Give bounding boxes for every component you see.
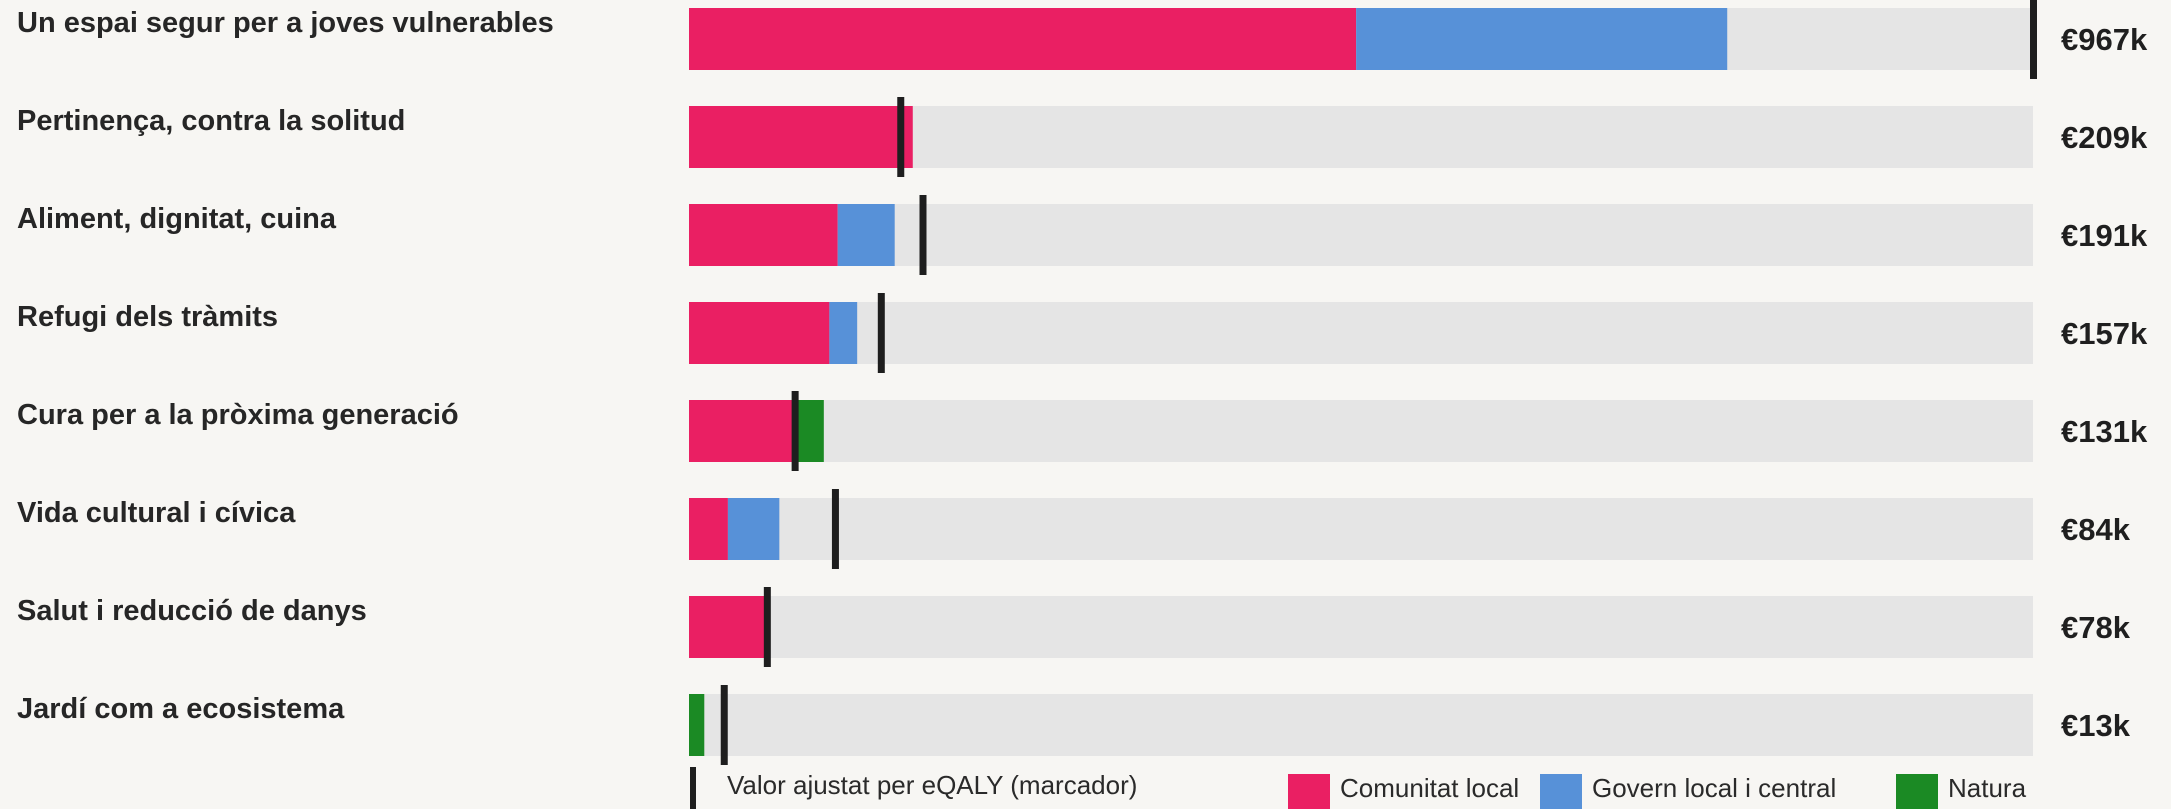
eqaly-marker	[763, 587, 771, 667]
bar-segment	[837, 204, 895, 266]
total-label: €157k	[2061, 316, 2148, 351]
eqaly-marker	[2030, 0, 2037, 79]
bar-row: Vida cultural i cívica €84k	[17, 489, 2131, 569]
category-label: Pertinença, contra la solitud	[17, 105, 405, 137]
bar-segment	[689, 8, 1357, 70]
legend-swatch	[1896, 774, 1938, 809]
eqaly-marker	[919, 195, 927, 275]
eqaly-marker	[791, 391, 799, 471]
category-label: Jardí com a ecosistema	[17, 693, 345, 725]
category-label: Aliment, dignitat, cuina	[17, 203, 337, 235]
bar-segment	[727, 498, 780, 560]
legend-item: Comunitat local	[1288, 773, 1519, 809]
bar-track	[689, 204, 2033, 266]
bar-track	[689, 596, 2033, 658]
bar-segment	[794, 400, 824, 462]
bar-row: Salut i reducció de danys €78k	[17, 587, 2131, 667]
bar-row: Aliment, dignitat, cuina €191k	[17, 195, 2148, 275]
chart-rows: Un espai segur per a joves vulnerables €9…	[17, 0, 2148, 765]
category-label: Cura per a la pròxima generació	[17, 399, 459, 431]
legend-label: Natura	[1948, 773, 2027, 803]
total-label: €84k	[2061, 512, 2131, 547]
category-label: Refugi dels tràmits	[17, 301, 278, 333]
total-label: €13k	[2061, 708, 2131, 743]
total-label: €191k	[2061, 218, 2148, 253]
bar-segment	[689, 106, 913, 168]
total-label: €967k	[2061, 22, 2148, 57]
bar-segment	[689, 498, 728, 560]
bar-track	[689, 498, 2033, 560]
bar-row: Un espai segur per a joves vulnerables €9…	[17, 0, 2148, 79]
legend-series: Comunitat local Govern local i central Nat…	[1288, 773, 2027, 809]
legend-marker-label: Valor ajustat per eQALY (marcador)	[727, 770, 1137, 800]
legend-label: Comunitat local	[1340, 773, 1519, 803]
bar-segment	[689, 694, 705, 756]
legend-swatch	[1540, 774, 1582, 809]
legend: Valor ajustat per eQALY (marcador) Comun…	[690, 767, 2027, 809]
bar-track	[689, 694, 2033, 756]
bar-track	[689, 106, 2033, 168]
legend-marker-swatch	[690, 767, 696, 809]
bar-row: Pertinença, contra la solitud €209k	[17, 97, 2148, 177]
eqaly-marker	[897, 97, 905, 177]
bar-segment	[689, 596, 770, 658]
legend-item: Govern local i central	[1540, 773, 1836, 809]
total-label: €131k	[2061, 414, 2148, 449]
legend-swatch	[1288, 774, 1330, 809]
bar-row: Cura per a la pròxima generació €131k	[17, 391, 2148, 471]
bar-row: Refugi dels tràmits €157k	[17, 293, 2148, 373]
bar-segment	[689, 400, 795, 462]
bar-segment	[1356, 8, 1728, 70]
legend-label: Govern local i central	[1592, 773, 1836, 803]
bar-segment	[689, 204, 838, 266]
bar-segment	[829, 302, 858, 364]
total-label: €78k	[2061, 610, 2131, 645]
legend-item: Natura	[1896, 773, 2027, 809]
category-label: Vida cultural i cívica	[17, 497, 296, 529]
bar-segment	[689, 302, 830, 364]
bar-track	[689, 302, 2033, 364]
bar-row: Jardí com a ecosistema €13k	[17, 685, 2131, 765]
eqaly-marker	[877, 293, 885, 373]
eqaly-marker	[720, 685, 728, 765]
category-label: Un espai segur per a joves vulnerables	[17, 7, 554, 39]
total-label: €209k	[2061, 120, 2148, 155]
category-label: Salut i reducció de danys	[17, 595, 367, 627]
bar-track	[689, 400, 2033, 462]
eqaly-marker	[831, 489, 839, 569]
